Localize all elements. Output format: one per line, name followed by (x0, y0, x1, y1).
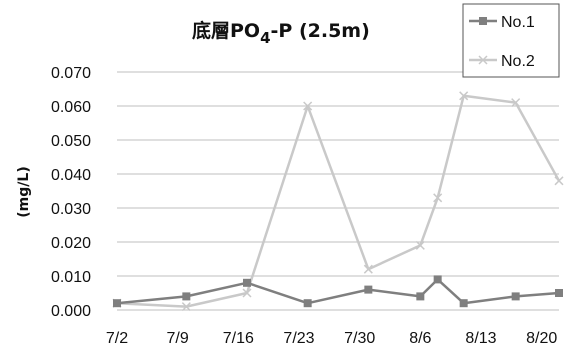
y-tick-label: 0.070 (51, 65, 91, 82)
y-tick-label: 0.030 (51, 201, 91, 218)
x-tick-labels: 7/2 7/9 7/16 7/23 7/30 8/6 8/13 8/20 (106, 330, 557, 347)
series-line-1 (116, 278, 560, 305)
x-tick-label: 7/30 (344, 330, 375, 347)
data-point (364, 285, 373, 294)
data-point (433, 275, 442, 284)
data-point (416, 292, 425, 301)
data-point (555, 289, 563, 297)
data-point (511, 292, 520, 301)
data-point (242, 288, 252, 298)
legend-item: No.2 (469, 53, 535, 70)
data-point (554, 176, 564, 186)
y-tick-label: 0.010 (51, 269, 91, 286)
legend-marker (478, 55, 488, 65)
data-point (303, 101, 313, 111)
data-point (243, 278, 251, 287)
y-tick-labels: 0.000 0.010 0.020 0.030 0.040 0.050 0.060 0.070 (51, 65, 91, 320)
y-tick-label: 0.060 (51, 99, 91, 116)
y-axis-label: (mg/L) (16, 166, 32, 217)
legend-label: No.2 (501, 53, 535, 70)
data-point (181, 302, 191, 312)
legend-item: No.1 (469, 14, 535, 31)
y-tick-label: 0.040 (51, 167, 91, 184)
series-layer (112, 91, 564, 312)
x-tick-label: 7/16 (223, 330, 254, 347)
x-tick-label: 8/13 (465, 330, 496, 347)
x-tick-label: 7/23 (283, 330, 314, 347)
legend: No.1 No.2 (462, 3, 560, 78)
legend-label: No.1 (501, 14, 535, 31)
chart-title: 底層PO4-P (2.5m) (192, 19, 370, 47)
data-point (415, 240, 425, 250)
y-tick-label: 0.020 (51, 235, 91, 252)
data-point (433, 193, 443, 203)
data-point (363, 264, 373, 274)
x-tick-label: 7/9 (167, 330, 189, 347)
data-point (303, 299, 312, 308)
data-point (511, 98, 521, 108)
data-point (182, 292, 191, 301)
x-tick-label: 7/2 (106, 330, 128, 347)
y-tick-label: 0.050 (51, 133, 91, 150)
data-point (459, 299, 468, 308)
data-point (459, 91, 469, 101)
legend-box (462, 3, 560, 78)
data-point (113, 299, 121, 308)
x-tick-label: 8/6 (409, 330, 431, 347)
x-tick-label: 8/20 (526, 330, 557, 347)
series-line-2 (116, 94, 561, 308)
legend-marker (479, 17, 487, 25)
gridlines (117, 71, 559, 311)
y-tick-label: 0.000 (51, 303, 91, 320)
